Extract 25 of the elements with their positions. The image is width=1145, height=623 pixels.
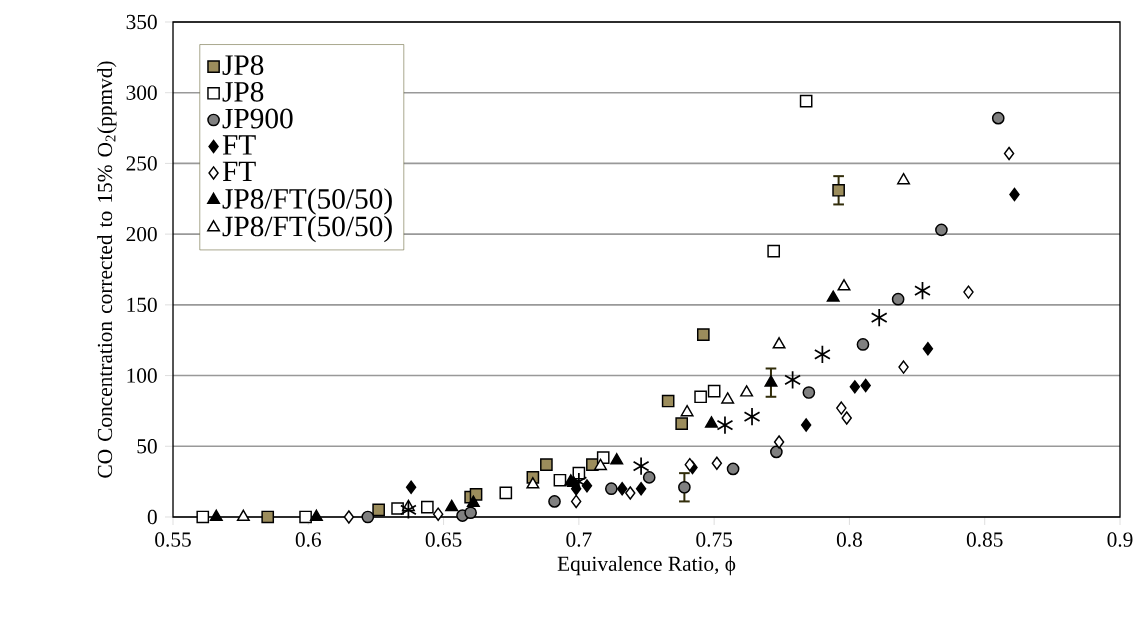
x-tick-label: 0.85 [966, 532, 1003, 547]
legend-label: JP8 [222, 81, 264, 102]
y-tick-label: 250 [126, 156, 157, 171]
y-axis-title: CO Concentration corrected to 15% O$_{2}$(ppmvd) [97, 61, 117, 478]
legend-label: JP8/FT(50/50) [222, 188, 392, 215]
x-tick-label: 0.65 [425, 532, 462, 547]
y-tick-label: 200 [126, 226, 157, 242]
y-tick-label: 300 [126, 85, 157, 100]
legend-label: JP8 [222, 55, 264, 75]
x-tick-label: 0.55 [155, 532, 191, 547]
legend-label: JP8/FT(50/50) [222, 215, 392, 243]
y-tick-label: 50 [137, 439, 157, 454]
legend-label: FT [222, 135, 256, 155]
y-tick-label: 100 [127, 368, 157, 383]
legend-label: JP900 [222, 108, 293, 129]
legend-label: FT [222, 161, 256, 181]
x-tick-label: 0.8 [836, 532, 862, 547]
y-tick-label: 0 [147, 509, 157, 525]
x-tick-label: 0.9 [1107, 532, 1133, 547]
y-tick-label: 350 [126, 14, 157, 30]
x-tick-label: 0.75 [696, 532, 732, 547]
x-tick-label: 0.6 [295, 532, 321, 547]
x-tick-label: 0.7 [566, 532, 592, 547]
x-axis-title: Equivalence Ratio, ϕ [557, 556, 736, 576]
y-tick-label: 150 [127, 297, 157, 313]
